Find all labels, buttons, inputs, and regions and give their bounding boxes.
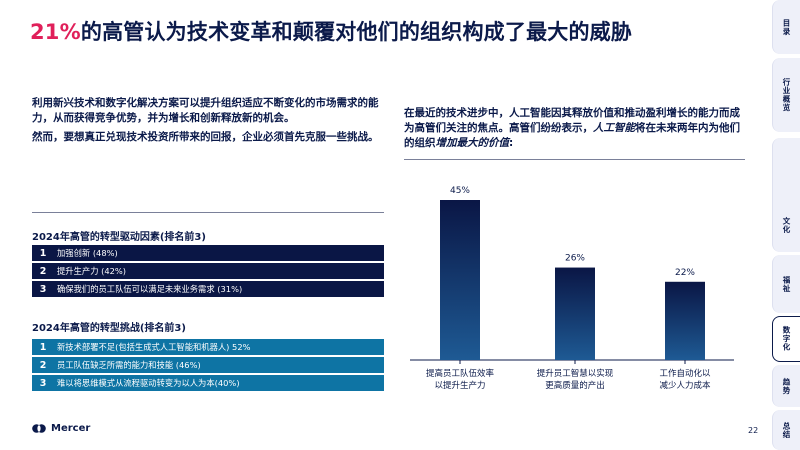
challenge-text: 员工队伍缺乏所需的能力和技能 (46%) <box>57 360 201 370</box>
bar <box>555 267 595 360</box>
divider-right <box>404 159 745 160</box>
bar <box>665 281 705 360</box>
drivers-list: 1 加强创新 (48%) 2 提升生产力 (42%) 3 确保我们的员工队伍可以满足未… <box>32 245 384 299</box>
driver-rank: 1 <box>39 247 47 259</box>
challenge-rank: 1 <box>39 341 47 353</box>
mercer-logo-icon <box>32 424 46 433</box>
driver-text: 确保我们的员工队伍可以满足未来业务需求 (31%) <box>57 284 243 294</box>
drivers-title: 2024年高管的转型驱动因素(排名前3) <box>32 232 206 243</box>
intro-text: 利用新兴技术和数字化解决方案可以提升组织适应不断变化的市场需求的能力，从而获得竞… <box>32 96 382 145</box>
bar-value-label: 22% <box>675 268 695 278</box>
chart-intro-text: 在最近的技术进步中，人工智能因其释放价值和推动盈利增长的能力而成为高管们关注的焦… <box>404 107 740 134</box>
challenge-text: 新技术部署不足(包括生成式人工智能和机器人) 52% <box>57 342 251 352</box>
headline-text: 的高管认为技术变革和颠覆对他们的组织构成了最大的威胁 <box>80 20 633 44</box>
tab-label: 目录 <box>782 18 791 36</box>
challenge-row: 2 员工队伍缺乏所需的能力和技能 (46%) <box>32 357 384 373</box>
tab-culture[interactable]: 文化 <box>772 138 800 252</box>
driver-row: 3 确保我们的员工队伍可以满足未来业务需求 (31%) <box>32 281 384 297</box>
x-tick-label: 更高质量的产出 <box>545 380 605 391</box>
tab-label: 数字化 <box>782 326 791 352</box>
chart-intro: 在最近的技术进步中，人工智能因其释放价值和推动盈利增长的能力而成为高管们关注的焦… <box>404 106 746 151</box>
driver-row: 1 加强创新 (48%) <box>32 245 384 261</box>
challenge-row: 1 新技术部署不足(包括生成式人工智能和机器人) 52% <box>32 339 384 355</box>
challenge-row: 3 难以将思维模式从流程驱动转变为以人为本(40%) <box>32 375 384 391</box>
side-nav: 目录 行业概览 文化 福祉 数字化 趋势 总结 <box>772 0 800 450</box>
driver-text: 加强创新 (48%) <box>57 248 118 258</box>
bar-value-label: 45% <box>450 186 470 196</box>
intro-paragraph-1: 利用新兴技术和数字化解决方案可以提升组织适应不断变化的市场需求的能力，从而获得竞… <box>32 97 379 124</box>
challenge-rank: 2 <box>39 359 47 371</box>
x-tick-label: 以提升生产力 <box>434 380 485 391</box>
tab-trends[interactable]: 趋势 <box>772 365 800 407</box>
challenge-text: 难以将思维模式从流程驱动转变为以人为本(40%) <box>57 378 240 388</box>
tab-wellbeing[interactable]: 福祉 <box>772 255 800 313</box>
tab-label: 总结 <box>782 421 791 439</box>
bar-chart: 45% 提高员工队伍效率 以提升生产力 26% 提升员工智慧以实现 更高质量的产出 22% 工… <box>404 180 746 395</box>
bar <box>440 200 480 360</box>
chart-intro-emphasis: 增加最大的价值 <box>435 137 510 149</box>
x-tick-label: 提高员工队伍效率 <box>426 368 495 379</box>
tab-digital[interactable]: 数字化 <box>772 316 800 362</box>
challenges-list: 1 新技术部署不足(包括生成式人工智能和机器人) 52% 2 员工队伍缺乏所需的能力… <box>32 339 384 393</box>
chart-intro-emphasis: 人工智能 <box>593 122 635 134</box>
chart-intro-text: : <box>509 137 514 149</box>
tab-label: 趋势 <box>782 377 791 395</box>
tab-contents[interactable]: 目录 <box>772 0 800 54</box>
bar-value-label: 26% <box>565 254 585 264</box>
tab-industry-overview[interactable]: 行业概览 <box>772 58 800 132</box>
page-number: 22 <box>748 426 759 435</box>
challenge-rank: 3 <box>39 377 47 389</box>
tab-label: 福祉 <box>782 275 791 293</box>
brand-name: Mercer <box>51 423 91 434</box>
divider-left <box>32 212 384 213</box>
driver-text: 提升生产力 (42%) <box>57 266 127 276</box>
x-tick-label: 工作自动化以 <box>659 368 711 379</box>
tab-label: 文化 <box>782 216 791 234</box>
chart-intro-text: 将在未来两年内为他们的组织 <box>404 122 740 149</box>
tab-label: 行业概览 <box>782 78 791 112</box>
driver-row: 2 提升生产力 (42%) <box>32 263 384 279</box>
driver-rank: 2 <box>39 265 47 277</box>
tab-summary[interactable]: 总结 <box>772 410 800 450</box>
driver-rank: 3 <box>39 283 47 295</box>
intro-paragraph-2: 然而，要想真正兑现技术投资所带来的回报，企业必须首先克服一些挑战。 <box>32 131 379 143</box>
x-tick-label: 减少人力成本 <box>659 380 711 391</box>
x-tick-label: 提升员工智慧以实现 <box>537 368 614 379</box>
headline-accent: 21% <box>30 20 81 44</box>
brand-logo[interactable]: Mercer <box>32 423 90 434</box>
page-title: 21%的高管认为技术变革和颠覆对他们的组织构成了最大的威胁 <box>30 16 632 46</box>
challenges-title: 2024年高管的转型挑战(排名前3) <box>32 323 186 334</box>
